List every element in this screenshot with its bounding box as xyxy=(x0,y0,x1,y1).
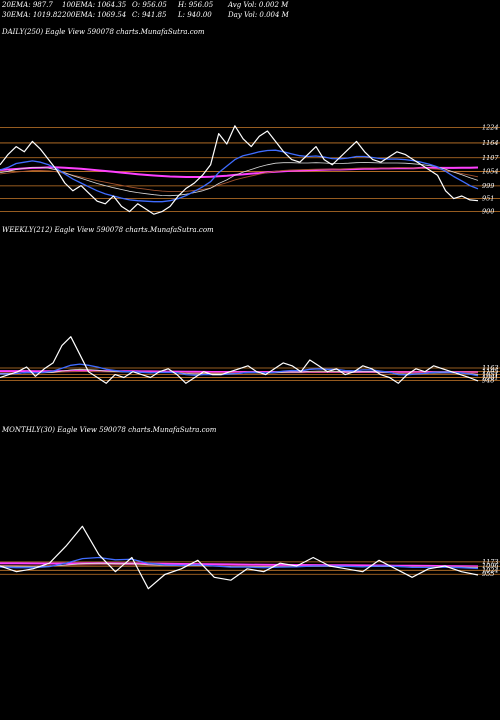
daily-ema-brown-line xyxy=(0,167,479,193)
daily-level-label: 999 xyxy=(482,182,494,190)
header-high: H: 956.05 xyxy=(178,1,214,9)
header-avg-vol: Avg Vol: 0.002 M xyxy=(228,1,289,9)
weekly-price-line xyxy=(0,336,479,384)
monthly-level-label: 1173 xyxy=(482,558,499,566)
daily-ema-short-line xyxy=(0,149,479,203)
daily-panel-label: DAILY(250) Eagle View 590078 charts.Muna… xyxy=(2,28,205,36)
weekly-ema-short-line xyxy=(0,363,479,377)
header-low: L: 940.00 xyxy=(178,11,212,19)
monthly-panel-label: MONTHLY(30) Eagle View 590078 charts.Mun… xyxy=(2,426,217,434)
weekly-level-label: 1163 xyxy=(482,364,499,372)
weekly-level-label: 1051 xyxy=(482,371,499,379)
header-close: C: 941.85 xyxy=(132,11,167,19)
header-open: O: 956.05 xyxy=(132,1,167,9)
monthly-ema-long-line xyxy=(0,562,479,568)
daily-level-label: 1224 xyxy=(482,123,499,131)
header-ema20: 20EMA: 987.7 xyxy=(2,1,53,9)
header-ema200: 200EMA: 1069.54 xyxy=(62,11,127,19)
monthly-price-line xyxy=(0,525,479,590)
weekly-level-label: 1105 xyxy=(482,367,499,375)
daily-level-label: 1054 xyxy=(482,168,499,176)
weekly-level-label: 1001 xyxy=(482,373,499,381)
monthly-level-label: 1096 xyxy=(482,562,499,570)
monthly-ema-short-line xyxy=(0,556,479,570)
weekly-level-label: 948 xyxy=(482,377,494,385)
weekly-panel-label: WEEKLY(212) Eagle View 590078 charts.Mun… xyxy=(2,226,214,234)
daily-level-label: 1107 xyxy=(482,154,499,162)
daily-ema-long-line xyxy=(0,166,479,178)
header-ema100: 100EMA: 1064.35 xyxy=(62,1,127,9)
daily-price-line xyxy=(0,125,479,215)
daily-panel: 1224 1164 1107 1054 999 951 900 xyxy=(0,123,500,216)
daily-level-label: 951 xyxy=(482,194,494,202)
monthly-level-label: 1024 xyxy=(482,566,499,574)
header-day-vol: Day Vol: 0.004 M xyxy=(228,11,289,19)
header-ema30: 30EMA: 1019.82 xyxy=(2,11,62,19)
daily-level-label: 900 xyxy=(482,208,494,216)
daily-ema-mid-line xyxy=(0,162,479,197)
monthly-level-label: 955 xyxy=(482,570,494,578)
daily-level-label: 1164 xyxy=(482,139,499,147)
